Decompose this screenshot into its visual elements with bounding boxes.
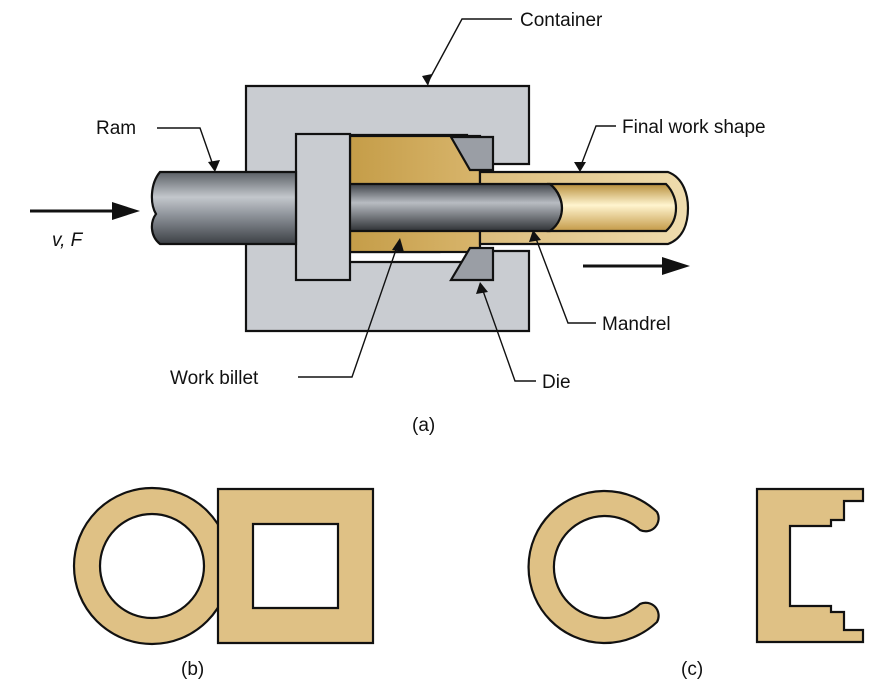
die-upper bbox=[449, 135, 495, 172]
final-shape-leader bbox=[579, 125, 616, 169]
part-b-label: (b) bbox=[181, 659, 204, 680]
cross-section-square-tube bbox=[216, 487, 375, 645]
container-leader bbox=[427, 18, 512, 83]
force-arrow bbox=[30, 202, 140, 220]
mandrel-leader bbox=[534, 235, 596, 324]
cross-section-ring bbox=[72, 486, 232, 646]
work-billet-leader bbox=[298, 243, 399, 378]
leader-lines bbox=[157, 18, 616, 382]
die-leader bbox=[481, 287, 536, 382]
ram-leader bbox=[157, 127, 215, 169]
ram-plate bbox=[294, 132, 352, 282]
cross-section-channel bbox=[755, 487, 865, 644]
mandrel-label: Mandrel bbox=[602, 314, 671, 335]
container-label: Container bbox=[520, 10, 603, 31]
ram-label: Ram bbox=[96, 118, 136, 139]
velocity-force-label: v, F bbox=[52, 230, 84, 251]
part-c-label: (c) bbox=[681, 659, 703, 680]
output-arrow bbox=[583, 257, 690, 275]
die-lower bbox=[449, 246, 495, 282]
cross-section-c-shape bbox=[527, 489, 660, 645]
final-work-shape-label: Final work shape bbox=[622, 117, 766, 138]
mandrel bbox=[344, 182, 678, 233]
die-label: Die bbox=[542, 372, 571, 393]
ram bbox=[150, 170, 298, 246]
work-billet-label: Work billet bbox=[170, 368, 259, 389]
extrusion-setup bbox=[150, 84, 690, 333]
part-a-label: (a) bbox=[412, 415, 435, 436]
